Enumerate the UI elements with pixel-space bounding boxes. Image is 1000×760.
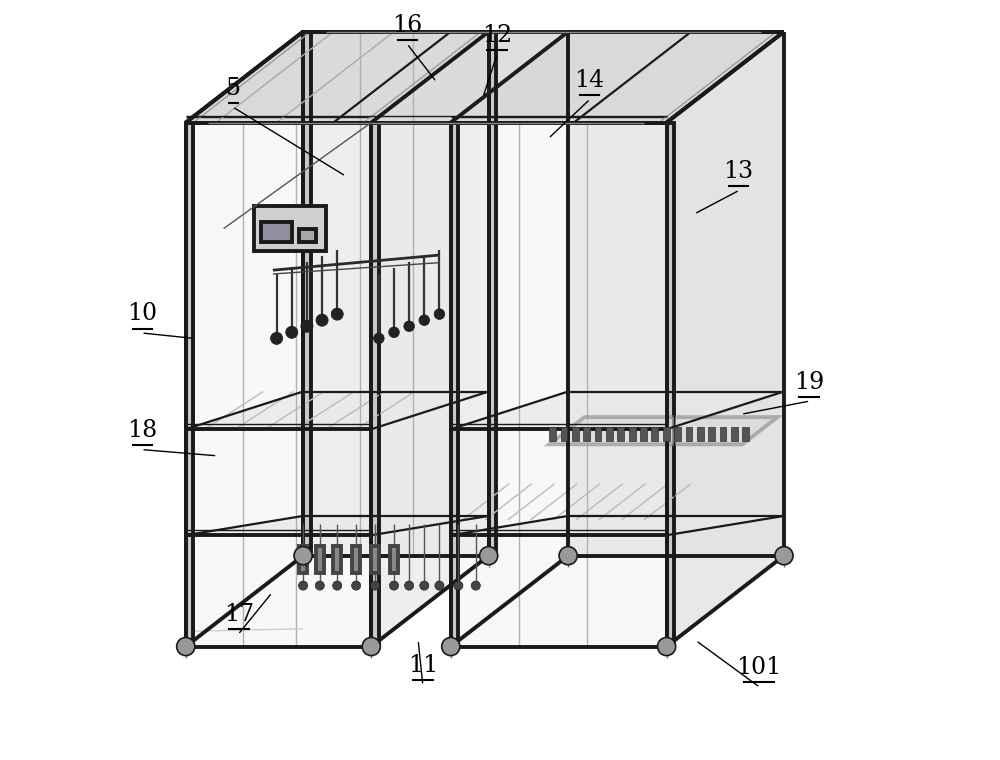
Circle shape <box>442 638 460 656</box>
Circle shape <box>435 581 444 590</box>
Text: 10: 10 <box>128 302 158 325</box>
Bar <box>663 427 670 441</box>
Bar <box>629 427 636 441</box>
Circle shape <box>420 581 429 590</box>
Polygon shape <box>316 546 324 573</box>
Circle shape <box>389 327 399 337</box>
Polygon shape <box>371 122 379 647</box>
Polygon shape <box>186 122 371 647</box>
Bar <box>708 427 715 441</box>
Bar <box>674 427 681 441</box>
Text: 19: 19 <box>794 371 824 394</box>
Polygon shape <box>451 391 784 429</box>
Polygon shape <box>667 122 674 647</box>
Bar <box>583 427 590 441</box>
Circle shape <box>271 332 283 344</box>
Polygon shape <box>568 32 784 556</box>
Circle shape <box>419 315 430 325</box>
Text: 16: 16 <box>392 14 423 37</box>
Circle shape <box>658 638 676 656</box>
Circle shape <box>352 581 361 590</box>
Bar <box>697 427 704 441</box>
Circle shape <box>315 581 324 590</box>
Text: 12: 12 <box>482 24 512 47</box>
Polygon shape <box>549 417 778 445</box>
Circle shape <box>177 638 195 656</box>
Bar <box>731 427 738 441</box>
Circle shape <box>559 546 577 565</box>
Circle shape <box>434 309 445 319</box>
Text: 18: 18 <box>127 419 158 442</box>
Bar <box>742 427 749 441</box>
Bar <box>640 427 647 441</box>
Circle shape <box>374 333 384 344</box>
Bar <box>686 427 692 441</box>
Polygon shape <box>303 32 489 556</box>
Circle shape <box>299 581 308 590</box>
Circle shape <box>316 314 328 326</box>
Polygon shape <box>261 223 292 242</box>
Circle shape <box>480 546 498 565</box>
Circle shape <box>389 581 399 590</box>
Polygon shape <box>303 32 311 556</box>
Polygon shape <box>186 122 193 647</box>
Text: 11: 11 <box>408 654 438 677</box>
Polygon shape <box>451 122 667 647</box>
Bar <box>561 427 567 441</box>
Circle shape <box>454 581 463 590</box>
Polygon shape <box>390 546 398 573</box>
Circle shape <box>405 581 414 590</box>
Polygon shape <box>186 32 784 122</box>
Circle shape <box>333 581 342 590</box>
Circle shape <box>362 638 380 656</box>
Bar <box>651 427 658 441</box>
Text: 13: 13 <box>723 160 754 183</box>
Circle shape <box>294 546 312 565</box>
Polygon shape <box>186 32 489 122</box>
Polygon shape <box>186 516 489 535</box>
Polygon shape <box>299 229 316 242</box>
Bar <box>572 427 579 441</box>
Text: 101: 101 <box>736 656 782 679</box>
Polygon shape <box>186 391 489 429</box>
Bar <box>606 427 613 441</box>
Bar <box>549 427 556 441</box>
Circle shape <box>331 308 343 320</box>
Polygon shape <box>333 546 341 573</box>
Circle shape <box>404 321 414 331</box>
Circle shape <box>286 326 298 338</box>
Polygon shape <box>489 32 496 556</box>
Polygon shape <box>451 32 784 122</box>
Circle shape <box>775 546 793 565</box>
Polygon shape <box>371 546 379 573</box>
Polygon shape <box>451 122 458 647</box>
Text: 14: 14 <box>574 69 604 92</box>
Text: 5: 5 <box>226 77 241 100</box>
Polygon shape <box>451 516 784 535</box>
Polygon shape <box>667 32 784 647</box>
Text: 17: 17 <box>224 603 254 626</box>
Bar <box>595 427 601 441</box>
Polygon shape <box>352 546 360 573</box>
Polygon shape <box>299 546 307 573</box>
Circle shape <box>471 581 480 590</box>
Bar <box>720 427 726 441</box>
Circle shape <box>371 581 380 590</box>
Circle shape <box>301 320 313 332</box>
Bar <box>617 427 624 441</box>
Polygon shape <box>371 32 489 647</box>
Polygon shape <box>254 206 326 252</box>
